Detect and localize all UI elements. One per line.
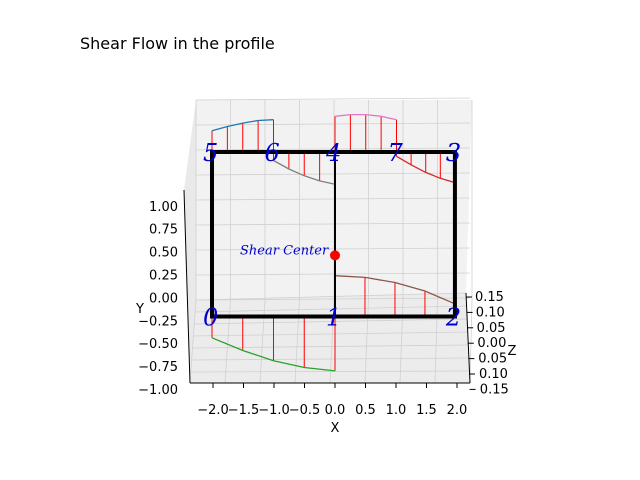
y-tick-label: 0.50 [149, 246, 178, 261]
grid-line-y [195, 172, 471, 176]
x-tick-label: 2.0 [447, 403, 468, 418]
grid-line-floor [224, 299, 231, 384]
y-axis-line [183, 189, 191, 384]
grid-line-z [195, 292, 467, 301]
grid-line-floor [259, 299, 266, 384]
grid-line-y [195, 147, 471, 151]
grid-line-y [195, 297, 471, 301]
grid-line-floor [469, 299, 473, 384]
node-label: 4 [325, 139, 341, 167]
y-tick-label: 0.00 [149, 291, 178, 306]
z-tick-label: 0.10 [476, 305, 505, 320]
shear-center-point [330, 250, 340, 261]
x-tick-label: 0.0 [325, 403, 346, 418]
node-label: 2 [445, 304, 461, 332]
z-tick-label: 0.00 [477, 336, 506, 351]
grid-line-y [195, 222, 471, 226]
x-tick-label: −1.5 [228, 403, 260, 418]
grid-line-z [192, 331, 468, 337]
x-tick-label: 1.0 [386, 403, 407, 418]
grid-lines [189, 97, 473, 384]
node-label: 6 [265, 139, 280, 167]
grid-line-y [195, 197, 471, 201]
y-tick-labels: −1.00 −0.75 −0.50 −0.25 0.00 0.25 0.50 0.75 1.00 [138, 200, 178, 398]
y-tick-label: −0.50 [138, 337, 178, 352]
x-tick-label: −2.0 [197, 403, 229, 418]
grid-line-floor [364, 299, 369, 384]
node-label: 7 [388, 139, 404, 167]
grid-line-floor [294, 299, 300, 384]
z-tick-label: 0.15 [480, 382, 509, 397]
shear-flow-curve [273, 159, 336, 185]
y-tick-label: −0.25 [138, 314, 178, 329]
x-axis-label: X [331, 421, 340, 436]
grid-line-floor [399, 299, 404, 384]
y-tick-label: −1.00 [138, 383, 178, 398]
grid-line-z [193, 318, 468, 325]
shear-flow-curve [334, 275, 456, 305]
z-tick-label: 0.05 [477, 321, 506, 336]
grid-line-y [195, 97, 471, 101]
z-axis-label: Z [508, 344, 517, 359]
profile-outline [210, 150, 457, 319]
shear-center-group: Shear Center [240, 243, 340, 261]
x-tick-labels: −2.0−1.5−1.0−0.5 0.0 0.5 1.0 1.5 2.0 [197, 383, 467, 418]
grid-line-floor [434, 299, 438, 384]
y-tick-label: −0.75 [138, 360, 178, 375]
grid-line-z [190, 357, 470, 361]
node-label: 3 [446, 139, 461, 167]
grid-line-z [191, 344, 469, 349]
grid-line-y [195, 122, 471, 126]
node-label: 0 [203, 304, 218, 332]
axes-lines [183, 189, 471, 384]
y-axis-label: Y [135, 302, 144, 317]
grid-line-floor [329, 299, 335, 384]
x-tick-label: 0.5 [355, 403, 376, 418]
y-tick-label: 0.75 [149, 223, 178, 238]
y-tick-label: 0.25 [149, 269, 178, 284]
shear-flow-curve [211, 119, 274, 132]
z-tick-label: 0.10 [479, 367, 508, 382]
left-pane [184, 100, 196, 383]
shear-flow-curve [211, 337, 336, 372]
node-label: 5 [203, 139, 218, 167]
grid-line-y [195, 272, 471, 276]
node-label: 1 [326, 304, 341, 332]
x-tick-label: −1.0 [258, 403, 290, 418]
chart-title: Shear Flow in the profile [80, 34, 275, 53]
shear-center-label: Shear Center [240, 243, 329, 258]
grid-line-z [194, 305, 467, 313]
z-axis-line [465, 292, 471, 384]
grid-line-y [195, 247, 471, 251]
z-tick-labels: 0.150.100.050.000.050.100.15 [466, 290, 509, 397]
y-tick-label: 1.00 [149, 200, 178, 215]
x-tick-label: 1.5 [416, 403, 437, 418]
x-tick-label: −0.5 [289, 403, 321, 418]
grid-line-floor [189, 299, 197, 384]
shear-flow-curve [334, 113, 397, 121]
grid-line-z [189, 370, 470, 373]
shear-flow-curve [396, 155, 456, 184]
node-labels: 0 1 2 3 4 5 6 7 [203, 139, 461, 332]
z-tick-label: 0.05 [478, 352, 507, 367]
z-tick-label: 0.15 [475, 290, 504, 305]
